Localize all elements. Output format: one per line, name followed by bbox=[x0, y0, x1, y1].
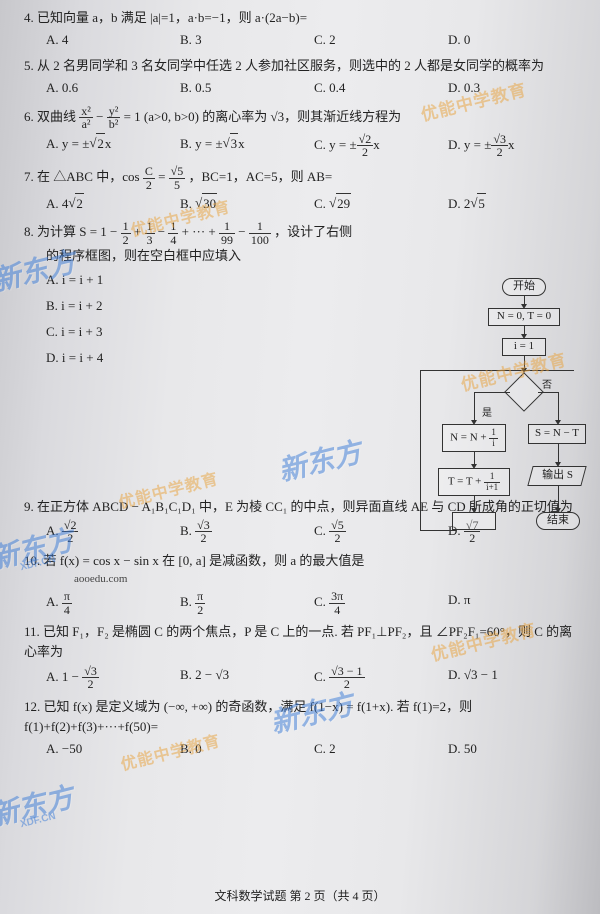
q8-stem-b: ，设计了右侧 bbox=[274, 224, 352, 239]
flowchart: 开始 N = 0, T = 0 i = 1 是 否 N = N + 1i T =… bbox=[402, 278, 582, 558]
fc-init: N = 0, T = 0 bbox=[488, 308, 560, 326]
q6-opt-c: C. y = ±√22x bbox=[314, 133, 448, 159]
q7-options: A. 42 B. 30 C. 29 D. 25 bbox=[24, 193, 582, 214]
q11-opt-b: B. 2 − √3 bbox=[180, 665, 314, 691]
question-12: 12. 已知 f(x) 是定义域为 (−∞, +∞) 的奇函数，满足 f(1−x… bbox=[24, 697, 582, 759]
fc-i1: i = 1 bbox=[502, 338, 546, 356]
q5-opt-d: D. 0.3 bbox=[448, 78, 582, 98]
q10-opt-b: B. π2 bbox=[180, 590, 314, 616]
q7-opt-b: B. 30 bbox=[180, 193, 314, 214]
q9-num: 9. bbox=[24, 499, 34, 514]
question-6: 6. 双曲线 x²a² − y²b² = 1 (a>0, b>0) 的离心率为 … bbox=[24, 105, 582, 159]
question-5: 5. 从 2 名男同学和 3 名女同学中任选 2 人参加社区服务，则选中的 2 … bbox=[24, 56, 582, 98]
q6-frac2: y²b² bbox=[107, 105, 121, 131]
q10-opt-c: C. 3π4 bbox=[314, 590, 448, 616]
q7-stem-c: ，BC=1，AC=5，则 AB= bbox=[189, 169, 333, 184]
fc-nstep: N = N + 1i bbox=[442, 424, 506, 452]
q8-opt-d: D. i = i + 4 bbox=[46, 345, 384, 371]
q12-opt-a: A. −50 bbox=[46, 739, 180, 759]
q4-num: 4. bbox=[24, 10, 34, 25]
q11-opt-a: A. 1 − √32 bbox=[46, 665, 180, 691]
q8-opt-a: A. i = i + 1 bbox=[46, 267, 384, 293]
wm-xdf-sub-2: XDF.CN bbox=[19, 809, 58, 833]
question-7: 7. 在 △ABC 中，cos C2 = √55 ，BC=1，AC=5，则 AB… bbox=[24, 165, 582, 214]
q8-stem-a: 为计算 S = 1 − bbox=[37, 224, 121, 239]
q4-options: A. 4 B. 3 C. 2 D. 0 bbox=[24, 30, 582, 50]
wm-xdf-5: 新东方 bbox=[0, 775, 78, 837]
fc-tstep: T = T + 1i+1 bbox=[438, 468, 510, 496]
q4-opt-d: D. 0 bbox=[448, 30, 582, 50]
q11-opt-c: C. √3 − 12 bbox=[314, 665, 448, 691]
q11-options: A. 1 − √32 B. 2 − √3 C. √3 − 12 D. √3 − … bbox=[24, 665, 582, 691]
q10-opt-a: A. π4 bbox=[46, 590, 180, 616]
q12-opt-c: C. 2 bbox=[314, 739, 448, 759]
q5-opt-c: C. 0.4 bbox=[314, 78, 448, 98]
url-text: aooedu.com bbox=[24, 571, 582, 588]
q4-opt-a: A. 4 bbox=[46, 30, 180, 50]
q5-stem: 从 2 名男同学和 3 名女同学中任选 2 人参加社区服务，则选中的 2 人都是… bbox=[37, 58, 544, 73]
page-footer: 文科数学试题 第 2 页（共 4 页） bbox=[0, 887, 600, 906]
q7-frac2: √55 bbox=[169, 165, 186, 191]
fc-end: 结束 bbox=[536, 512, 580, 530]
q6-stem-b: (a>0, b>0) 的离心率为 √3，则其渐近线方程为 bbox=[144, 109, 401, 124]
fc-out: 输出 S bbox=[527, 466, 586, 486]
q8-line2: 的程序框图，则在空白框中应填入 bbox=[24, 246, 384, 266]
q5-num: 5. bbox=[24, 58, 34, 73]
question-11: 11. 已知 F₁，F₂ 是椭圆 C 的两个焦点，P 是 C 上的一点. 若 P… bbox=[24, 622, 582, 690]
q10-options: A. π4 B. π2 C. 3π4 D. π bbox=[24, 590, 582, 616]
q7-num: 7. bbox=[24, 169, 34, 184]
q5-options: A. 0.6 B. 0.5 C. 0.4 D. 0.3 bbox=[24, 78, 582, 98]
fc-sstep: S = N − T bbox=[528, 424, 586, 444]
q7-frac1: C2 bbox=[143, 165, 155, 191]
q6-options: A. y = ±2x B. y = ±3x C. y = ±√22x D. y … bbox=[24, 133, 582, 159]
q11-num: 11. bbox=[24, 624, 40, 639]
fc-blank bbox=[452, 512, 496, 530]
q7-stem-a: 在 △ABC 中，cos bbox=[37, 169, 140, 184]
q12-options: A. −50 B. 0 C. 2 D. 50 bbox=[24, 739, 582, 759]
q6-opt-a: A. y = ±2x bbox=[46, 133, 180, 159]
q8-opt-b: B. i = i + 2 bbox=[46, 293, 384, 319]
q9-opt-b: B. √32 bbox=[180, 519, 314, 545]
q10-opt-d: D. π bbox=[448, 590, 582, 616]
q6-frac1: x²a² bbox=[79, 105, 93, 131]
q8-opt-c: C. i = i + 3 bbox=[46, 319, 384, 345]
q10-stem: 若 f(x) = cos x − sin x 在 [0, a] 是减函数，则 a… bbox=[44, 553, 365, 568]
q7-opt-a: A. 42 bbox=[46, 193, 180, 214]
q12-opt-b: B. 0 bbox=[180, 739, 314, 759]
fc-start: 开始 bbox=[502, 278, 546, 296]
q4-opt-b: B. 3 bbox=[180, 30, 314, 50]
fc-yes: 是 bbox=[482, 406, 492, 422]
q11-stem: 已知 F₁，F₂ 是椭圆 C 的两个焦点，P 是 C 上的一点. 若 PF₁⊥P… bbox=[24, 624, 572, 659]
question-10: 10. 若 f(x) = cos x − sin x 在 [0, a] 是减函数… bbox=[24, 551, 582, 616]
q5-opt-b: B. 0.5 bbox=[180, 78, 314, 98]
q12-opt-d: D. 50 bbox=[448, 739, 582, 759]
q12-num: 12. bbox=[24, 699, 40, 714]
q6-num: 6. bbox=[24, 109, 34, 124]
q10-num: 10. bbox=[24, 553, 40, 568]
q8-num: 8. bbox=[24, 224, 34, 239]
question-4: 4. 已知向量 a，b 满足 |a|=1，a·b=−1，则 a·(2a−b)= … bbox=[24, 8, 582, 50]
q5-opt-a: A. 0.6 bbox=[46, 78, 180, 98]
q6-opt-d: D. y = ±√32x bbox=[448, 133, 582, 159]
q6-opt-b: B. y = ±3x bbox=[180, 133, 314, 159]
q6-stem-a: 双曲线 bbox=[37, 109, 79, 124]
q4-opt-c: C. 2 bbox=[314, 30, 448, 50]
q4-stem: 已知向量 a，b 满足 |a|=1，a·b=−1，则 a·(2a−b)= bbox=[37, 10, 307, 25]
q7-opt-d: D. 25 bbox=[448, 193, 582, 214]
q9-opt-a: A. √22 bbox=[46, 519, 180, 545]
q7-opt-c: C. 29 bbox=[314, 193, 448, 214]
question-8: 8. 为计算 S = 1 − 12 + 13 − 14 + ··· + 199 … bbox=[24, 220, 384, 370]
q12-stem: 已知 f(x) 是定义域为 (−∞, +∞) 的奇函数，满足 f(1−x) = … bbox=[24, 699, 472, 734]
q11-opt-d: D. √3 − 1 bbox=[448, 665, 582, 691]
